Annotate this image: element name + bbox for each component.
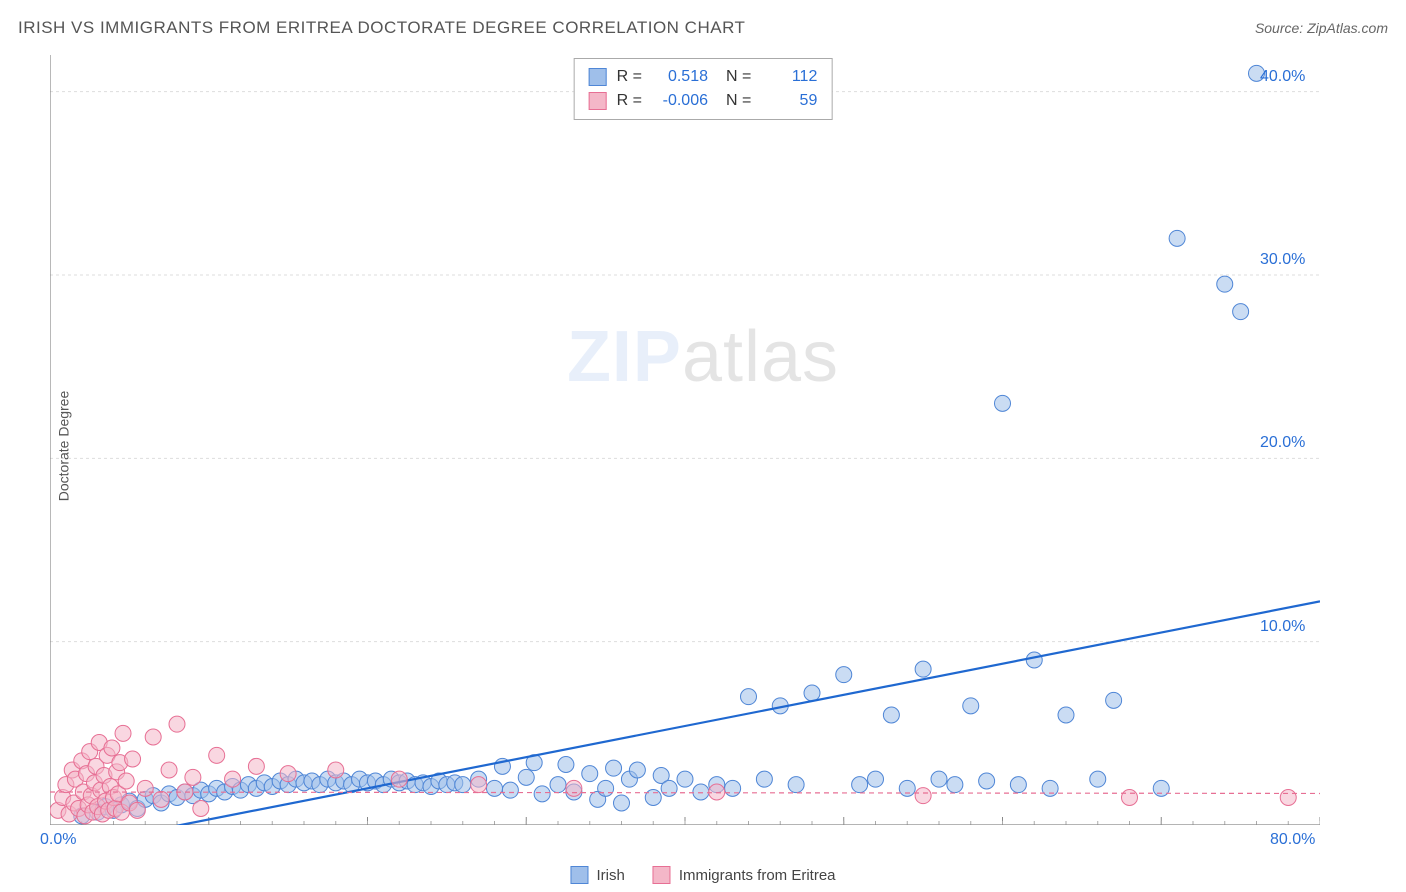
legend-label: Immigrants from Eritrea [679, 867, 836, 884]
swatch-icon [589, 68, 607, 86]
stats-row: R = -0.006 N = 59 [589, 89, 818, 113]
chart-title: IRISH VS IMMIGRANTS FROM ERITREA DOCTORA… [18, 18, 745, 38]
r-label: R = [617, 65, 642, 89]
n-label: N = [726, 89, 751, 113]
legend-item: Irish [570, 866, 624, 884]
y-tick-label: 40.0% [1260, 68, 1305, 86]
n-label: N = [726, 65, 751, 89]
swatch-icon [653, 866, 671, 884]
r-value: -0.006 [652, 89, 708, 113]
n-value: 59 [761, 89, 817, 113]
source-attribution: Source: ZipAtlas.com [1255, 20, 1388, 36]
n-value: 112 [761, 65, 817, 89]
legend-label: Irish [596, 867, 624, 884]
x-axis-min-label: 0.0% [40, 831, 76, 849]
x-axis-max-label: 80.0% [1270, 831, 1315, 849]
correlation-stats-box: R = 0.518 N = 112 R = -0.006 N = 59 [574, 58, 833, 120]
r-value: 0.518 [652, 65, 708, 89]
swatch-icon [589, 92, 607, 110]
legend: Irish Immigrants from Eritrea [570, 866, 835, 884]
source-name: ZipAtlas.com [1307, 20, 1388, 36]
scatter-chart [50, 55, 1320, 825]
y-tick-label: 30.0% [1260, 251, 1305, 269]
swatch-icon [570, 866, 588, 884]
legend-item: Immigrants from Eritrea [653, 866, 836, 884]
r-label: R = [617, 89, 642, 113]
header: IRISH VS IMMIGRANTS FROM ERITREA DOCTORA… [18, 18, 1388, 38]
plot-area [50, 55, 1320, 825]
y-tick-label: 20.0% [1260, 434, 1305, 452]
stats-row: R = 0.518 N = 112 [589, 65, 818, 89]
y-tick-label: 10.0% [1260, 618, 1305, 636]
source-prefix: Source: [1255, 20, 1307, 36]
